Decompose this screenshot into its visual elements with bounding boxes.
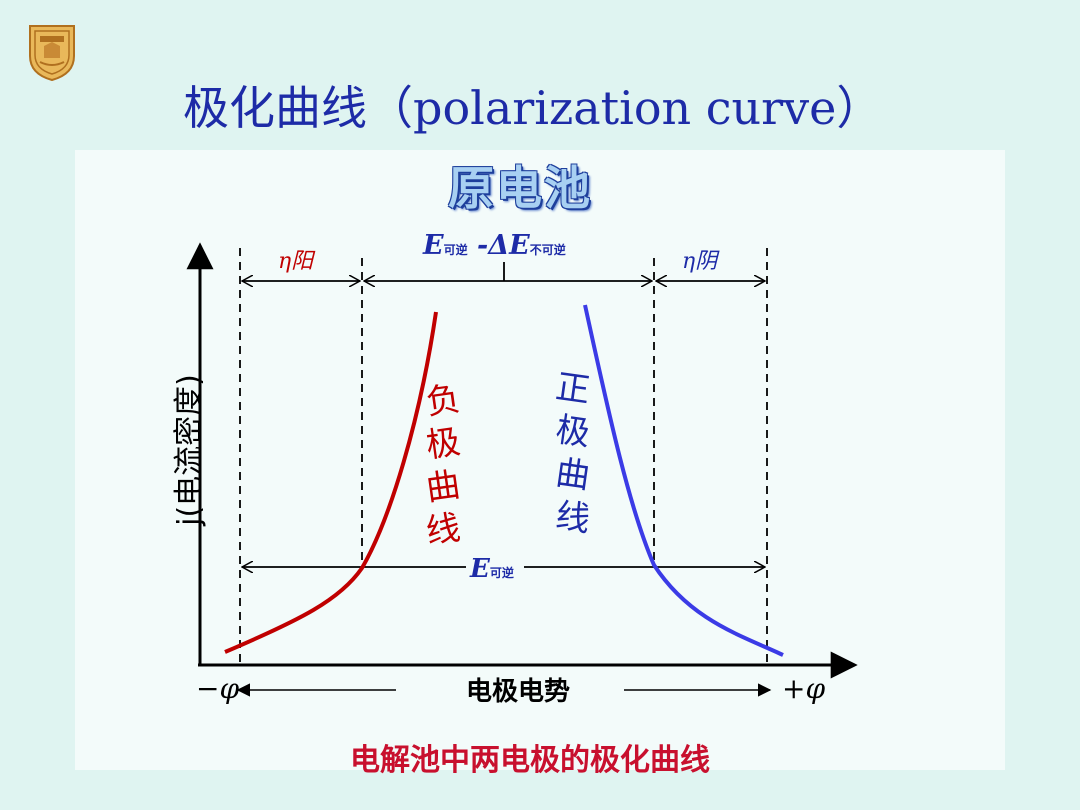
diagram-subtitle: 原电池 <box>448 161 592 215</box>
curve-label-char: 极 <box>424 422 463 466</box>
page-title: 极化曲线（polarization curve） <box>183 81 883 135</box>
curve-label-char: 曲 <box>553 453 592 497</box>
e-diff-label: E可逆 -ΔE不可逆 <box>422 230 566 261</box>
eta-anode-label: η阳 <box>278 249 316 274</box>
curve-label-char: 线 <box>553 496 592 540</box>
x-axis-left-symbol: −φ <box>196 672 239 705</box>
x-axis-label: 电极电势 <box>466 677 570 707</box>
positive-curve <box>583 304 784 657</box>
university-emblem-icon <box>29 25 75 82</box>
curve-label-char: 极 <box>553 410 592 454</box>
curve-label-char: 曲 <box>424 465 463 509</box>
curve-label-char: 正 <box>553 367 592 411</box>
x-axis-right-symbol: +φ <box>782 672 825 705</box>
negative-curve <box>224 311 438 654</box>
eta-cathode-label: η阴 <box>682 249 720 274</box>
e-rev-label: E可逆 <box>469 554 514 584</box>
y-axis-label: j(电流密度) <box>172 374 207 527</box>
figure-caption: 电解池中两电极的极化曲线 <box>350 743 710 778</box>
curve-label-char: 负 <box>424 379 463 423</box>
curve-label-char: 线 <box>424 508 463 552</box>
